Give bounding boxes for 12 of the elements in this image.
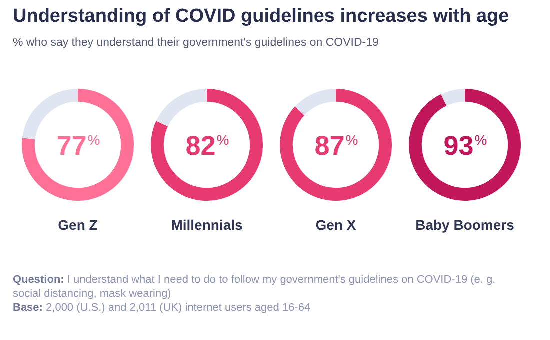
- text: % who say they understand their government's guidelines on COVID-19: [13, 37, 379, 49]
- text: Base: 2,000 (U.S.) and 2,011 (UK) internet users aged 16-64: [13, 301, 311, 315]
- text: Baby Boomers: [414, 217, 516, 233]
- data-label: 87%: [314, 131, 358, 161]
- data-label: 77%: [56, 131, 100, 161]
- text: Millennials: [170, 217, 244, 233]
- text: Question: I understand what I need to do to follow my government's guidelines on COVID-19 (e. g. social distancing, mask wearing): [13, 273, 497, 301]
- text: Gen Z: [57, 217, 99, 233]
- data-label: 93%: [444, 131, 488, 161]
- text: Gen X: [314, 217, 358, 233]
- text: Understanding of COVID guidelines increases with age: [13, 6, 510, 28]
- data-label: 82%: [186, 131, 230, 161]
